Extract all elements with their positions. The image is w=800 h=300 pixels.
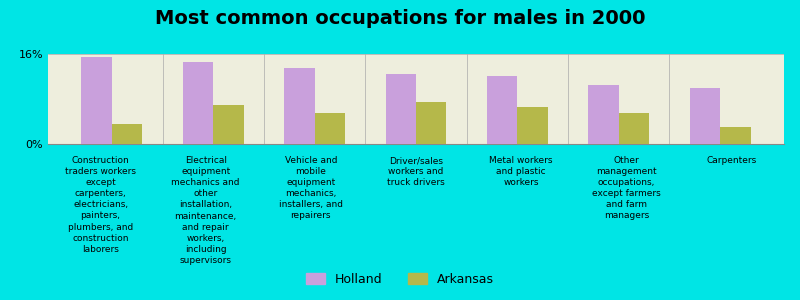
Text: Metal workers
and plastic
workers: Metal workers and plastic workers (490, 156, 553, 187)
Text: Vehicle and
mobile
equipment
mechanics,
installers, and
repairers: Vehicle and mobile equipment mechanics, … (279, 156, 343, 220)
Bar (386, 74, 416, 144)
Bar (588, 85, 618, 144)
Bar (720, 127, 750, 144)
Bar (314, 113, 345, 144)
Bar (618, 113, 649, 144)
Bar (82, 57, 112, 144)
Legend: Holland, Arkansas: Holland, Arkansas (302, 268, 498, 291)
Text: Carpenters: Carpenters (706, 156, 757, 165)
Bar (690, 88, 720, 144)
Bar (487, 76, 518, 144)
Bar (518, 107, 548, 144)
Bar (183, 62, 214, 144)
Bar (214, 105, 244, 144)
Text: Most common occupations for males in 2000: Most common occupations for males in 200… (154, 9, 646, 28)
Bar (112, 124, 142, 144)
Text: Electrical
equipment
mechanics and
other
installation,
maintenance,
and repair
w: Electrical equipment mechanics and other… (171, 156, 240, 265)
Text: Other
management
occupations,
except farmers
and farm
managers: Other management occupations, except far… (592, 156, 661, 220)
Text: Driver/sales
workers and
truck drivers: Driver/sales workers and truck drivers (387, 156, 445, 187)
Text: Construction
traders workers
except
carpenters,
electricians,
painters,
plumbers: Construction traders workers except carp… (65, 156, 136, 254)
Bar (416, 102, 446, 144)
Bar (284, 68, 314, 144)
